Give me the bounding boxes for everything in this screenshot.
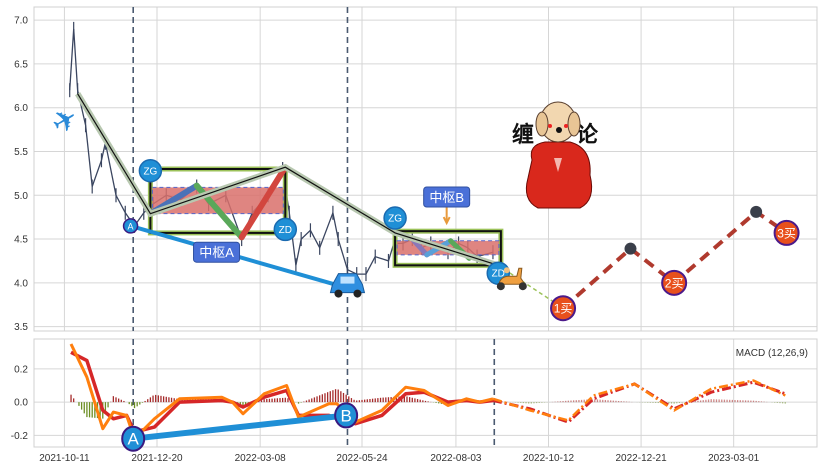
macd-forecast-line (492, 379, 786, 422)
x-tick-label: 2022-08-03 (430, 453, 482, 464)
buy-point-label: 2买 (665, 276, 684, 290)
scooter-wheel (496, 282, 505, 291)
grid: 3.5 4.0 4.5 5.0 5.5 6.0 6.5 7.0 -0.2 0.0 0.2 2021-1… (11, 6, 818, 464)
zhongshu-label-arrow (442, 207, 451, 226)
buy-point-label: 1买 (554, 302, 573, 316)
macd-y-tick-label: 0.2 (14, 364, 28, 375)
scooter-body (498, 267, 526, 285)
macd-title: MACD (12,26,9) (736, 348, 808, 359)
zhongshu-label: 中枢A (199, 245, 234, 260)
x-tick-label: 2022-10-12 (523, 453, 575, 464)
zhongshu-label: 中枢B (429, 190, 464, 205)
macd-y-tick-label: -0.2 (11, 431, 29, 442)
trend-line (77, 93, 499, 266)
zhongshu-label-box (193, 241, 241, 263)
scooter-wheel (518, 282, 527, 291)
macd-divergence-marker (334, 402, 359, 429)
logo-char-1: 缠 (512, 122, 534, 147)
zhongshu-label-box (423, 186, 471, 208)
zhongshu-box (149, 168, 287, 234)
buy-point-label: 3买 (777, 226, 796, 240)
point-marker (273, 217, 298, 242)
y-tick-label: 4.5 (14, 235, 28, 246)
y-tick-label: 4.0 (14, 278, 28, 289)
point-marker-label: ZG (143, 166, 157, 177)
x-tick-label: 2021-10-11 (39, 453, 90, 464)
scooter-rider (503, 267, 510, 274)
macd-divergence-label: A (128, 430, 140, 449)
car-wheel (334, 289, 343, 298)
x-tick-label: 2023-03-01 (708, 453, 760, 464)
buy-point-marker (661, 269, 688, 296)
buy-point-marker (550, 295, 577, 322)
macd-divergence-line (132, 412, 347, 442)
car-icon (329, 273, 366, 298)
buy-point-marker (773, 219, 800, 246)
y-tick-label: 6.0 (14, 103, 28, 114)
point-marker (122, 218, 139, 234)
y-tick-label: 5.0 (14, 191, 28, 202)
x-tick-label: 2022-12-21 (616, 453, 668, 464)
y-tick-label: 6.5 (14, 59, 28, 70)
zhongshu-box (394, 230, 502, 267)
macd-divergence-label: B (340, 406, 351, 425)
x-tick-label: 2022-05-24 (336, 453, 388, 464)
point-marker-label: A (128, 221, 134, 231)
logo-char-2: 论 (576, 122, 599, 147)
x-tick-label: 2022-03-08 (235, 453, 287, 464)
point-marker (383, 206, 407, 230)
y-tick-label: 3.5 (14, 322, 28, 333)
y-tick-label: 5.5 (14, 147, 28, 158)
macd-divergence-marker (121, 425, 146, 452)
forecast-turn-dot (750, 205, 763, 218)
zhongshu-stroke (238, 164, 289, 241)
chanlun-monk-dog-logo: 缠 论 (512, 101, 599, 209)
macd-panel: AB (69, 339, 786, 452)
macd-y-tick-label: 0.0 (14, 398, 28, 409)
forecast-turn-dot (624, 242, 637, 255)
macd-line (69, 343, 494, 441)
point-marker-label: ZD (279, 225, 292, 236)
x-tick-label: 2021-12-20 (131, 453, 183, 464)
car-wheel (353, 289, 362, 298)
point-marker-label: ZG (388, 214, 402, 225)
macd-frame (33, 338, 818, 448)
point-marker (138, 159, 163, 183)
scooter-icon (496, 267, 527, 291)
y-tick-label: 7.0 (14, 16, 28, 27)
airplane-icon: ✈ (46, 101, 84, 142)
point-marker-label: ZD (492, 269, 505, 280)
car-window (340, 276, 355, 284)
price-frame (33, 6, 818, 332)
